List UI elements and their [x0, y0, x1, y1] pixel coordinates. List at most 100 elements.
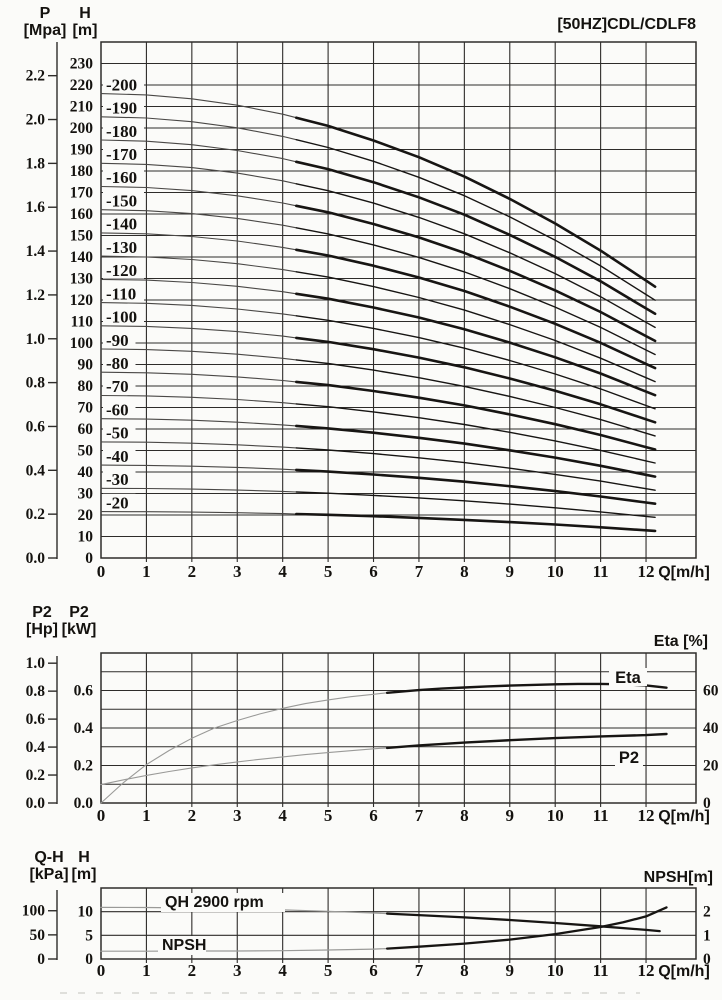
qh-curve--30-lead: [100, 487, 297, 493]
h-tick-label: 20: [78, 507, 94, 524]
qh-curve--60: [295, 424, 657, 478]
tick-label: 0.6: [26, 418, 46, 435]
tick-label: 7: [415, 961, 424, 980]
tick-label: 5: [324, 562, 333, 581]
tick-label: 3: [233, 961, 242, 980]
p2-series-label: P2: [619, 749, 639, 767]
tick-label: 6: [369, 562, 378, 581]
qh-axis-title: Q-H: [34, 849, 64, 866]
label-mask: [103, 191, 144, 209]
label-mask: [103, 447, 136, 465]
stage-curve-label: -20: [106, 493, 129, 512]
h2-axis-title: H: [78, 849, 90, 866]
hp-axis-unit: [Hp]: [26, 621, 58, 638]
label-mask: [161, 893, 285, 912]
h-tick-label: 140: [70, 249, 94, 266]
tick-label: 4: [278, 562, 287, 581]
h-tick-label: 10: [78, 529, 94, 546]
npsh-tick-label: 0: [703, 951, 711, 968]
tick-label: 1.4: [26, 243, 46, 260]
qh-curve--110-lead: [100, 302, 297, 317]
qh-curve--170-lead: [100, 162, 297, 185]
tick-label: 0.8: [26, 683, 46, 700]
tick-label: 9: [506, 806, 515, 825]
tick-label: 1.2: [26, 287, 46, 304]
label-mask: [103, 238, 144, 256]
tick-label: 8: [460, 961, 469, 980]
eta-axis-title: Eta [%]: [653, 633, 708, 650]
qh-curve--190-lead: [100, 116, 297, 141]
qh-curve--120-lead: [100, 278, 297, 295]
h-tick-label: 200: [70, 120, 94, 137]
h-tick-label: 30: [78, 486, 94, 503]
label-mask: [103, 493, 136, 511]
h-tick-label: 220: [70, 77, 94, 94]
chart-title: [50HZ]CDL/CDLF8: [557, 16, 696, 33]
x-axis-unit-label: Q[m/h]: [658, 963, 710, 980]
tick-label: 1: [142, 961, 151, 980]
Eta-curve-lead: [100, 692, 388, 804]
h-tick-label: 180: [70, 163, 94, 180]
tick-label: 2.2: [26, 68, 46, 85]
tick-label: 0.4: [26, 462, 46, 479]
tick-label: 2: [188, 562, 197, 581]
npsh-series-label: NPSH: [162, 937, 206, 954]
tick-label: 2.0: [26, 112, 46, 129]
kw-tick-label: 0.6: [74, 683, 94, 700]
tick-label: 2: [188, 961, 197, 980]
tick-label: 3: [233, 806, 242, 825]
kw-axis-unit: [kW]: [61, 621, 97, 638]
label-mask: [103, 308, 144, 326]
h-tick-label: 70: [78, 400, 94, 417]
h-tick-label: 160: [70, 206, 94, 223]
tick-label: 0.2: [26, 506, 46, 523]
label-mask: [103, 99, 144, 117]
stage-curve-label: -40: [106, 447, 129, 466]
tick-label: 1.6: [26, 199, 46, 216]
tick-label: 1: [142, 806, 151, 825]
head-plot-border: [100, 41, 697, 559]
h-tick-label: 0: [85, 550, 93, 567]
h-tick-label: 190: [70, 142, 94, 159]
label-mask: [103, 261, 144, 279]
stage-curve-label: -130: [106, 238, 137, 257]
npsh-tick-label: 1: [703, 927, 711, 944]
qh-curve--160: [295, 204, 657, 343]
qh-curve--130: [295, 271, 656, 383]
h-tick-label: 210: [70, 99, 94, 116]
tick-label: 1.0: [26, 655, 46, 672]
eta-tick-label: 20: [703, 758, 719, 775]
h-axis-title: H: [79, 5, 91, 22]
tick-label: 100: [22, 903, 46, 920]
stage-curve-label: -110: [106, 284, 136, 303]
tick-label: 10: [547, 806, 564, 825]
qh-curve--110: [295, 315, 656, 410]
eta-tick-label: 0: [703, 795, 711, 812]
stage-curve-label: -120: [106, 261, 137, 280]
qh-curve--170: [295, 183, 656, 329]
tick-label: 0: [97, 562, 106, 581]
qh-curve--160-lead: [100, 185, 297, 207]
h-tick-label: 80: [78, 378, 94, 395]
h-tick-label: 60: [78, 421, 94, 438]
kw-tick-label: 0.4: [74, 720, 94, 737]
h2-tick-label: 10: [78, 904, 94, 921]
qh-curve--90-lead: [100, 348, 297, 361]
stage-curve-label: -170: [106, 145, 137, 164]
label-mask: [103, 424, 136, 442]
tick-label: 4: [278, 961, 287, 980]
tick-label: 6: [369, 961, 378, 980]
qh-curve--150: [295, 227, 656, 356]
h-tick-label: 170: [70, 185, 94, 202]
QH-curve: [385, 912, 661, 933]
x-axis-unit-label: Q[m/h]: [658, 564, 710, 581]
qh-curve--200: [295, 116, 657, 288]
tick-label: 1.0: [26, 331, 46, 348]
label-mask: [158, 936, 206, 955]
qh-curve--130-lead: [100, 255, 297, 273]
label-mask: [103, 400, 136, 418]
h-tick-label: 100: [70, 335, 94, 352]
label-mask: [103, 354, 136, 372]
qh-curve--190: [295, 139, 656, 301]
